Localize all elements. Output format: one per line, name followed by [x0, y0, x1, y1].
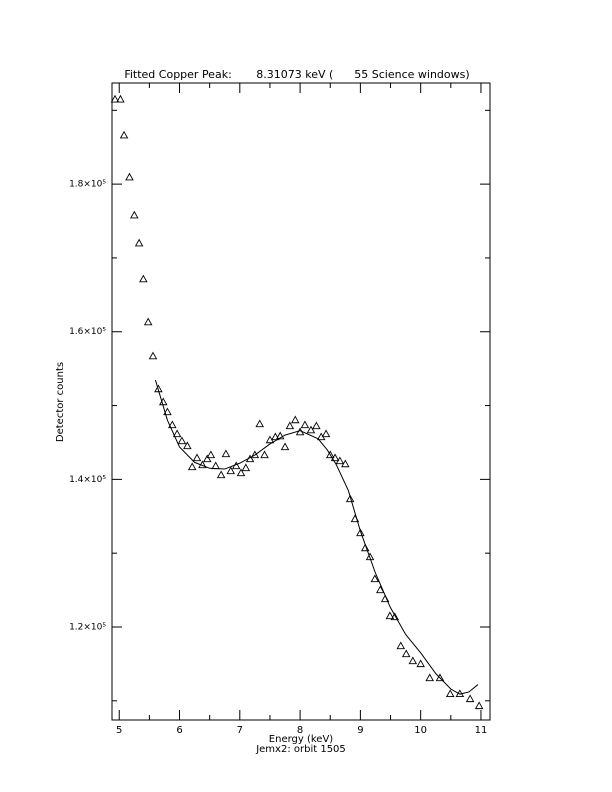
data-point	[312, 421, 321, 430]
chart-title: Fitted Copper Peak: 8.31073 keV ( 55 Sci…	[124, 68, 469, 81]
data-point	[177, 436, 187, 445]
data-point	[134, 238, 144, 247]
data-point	[125, 172, 134, 181]
data-point	[226, 466, 236, 475]
fit-curve	[154, 379, 479, 695]
data-point	[187, 462, 197, 471]
plot-frame	[111, 82, 491, 721]
data-point	[119, 130, 129, 139]
x-tick-label: 11	[475, 725, 488, 736]
data-point	[321, 429, 331, 438]
data-point	[291, 415, 300, 424]
x-tick-label: 7	[237, 725, 243, 736]
data-point	[370, 574, 380, 583]
data-point	[335, 456, 345, 465]
data-point	[300, 420, 310, 429]
data-point	[416, 659, 425, 668]
y-tick-label: 1.2×10⁵	[69, 622, 106, 632]
data-point	[401, 649, 411, 658]
data-point	[250, 450, 260, 459]
y-axis-label: Detector counts	[55, 362, 66, 442]
x-tick-label: 10	[414, 725, 427, 736]
data-point	[385, 611, 395, 620]
x-tick-label: 6	[176, 725, 182, 736]
x-tick-label: 8	[297, 725, 303, 736]
y-tick-label: 1.6×10⁵	[69, 327, 106, 337]
data-point	[236, 468, 246, 477]
data-point	[148, 351, 158, 360]
data-point	[206, 450, 216, 459]
y-tick-label: 1.8×10⁵	[69, 180, 106, 190]
data-point	[330, 453, 340, 462]
data-point	[221, 449, 231, 458]
data-point	[390, 612, 400, 621]
data-point	[192, 453, 202, 462]
data-point	[139, 274, 148, 283]
x-axis-label: Energy (keV)	[269, 734, 334, 745]
data-point	[241, 463, 251, 472]
x-tick-label: 9	[357, 725, 363, 736]
data-point	[285, 421, 295, 430]
data-point	[183, 441, 192, 450]
data-point	[376, 585, 385, 594]
data-point	[425, 673, 434, 682]
data-point	[172, 429, 182, 438]
data-point	[275, 431, 285, 440]
data-point	[202, 454, 212, 463]
data-point	[280, 442, 290, 451]
x-tick-label: 5	[116, 725, 122, 736]
data-point	[341, 459, 350, 468]
data-point	[474, 701, 484, 710]
data-point	[325, 450, 335, 459]
data-point	[255, 419, 264, 428]
data-point	[110, 94, 120, 103]
data-point	[163, 407, 172, 416]
subtitle: Jemx2: orbit 1505	[255, 744, 346, 755]
data-point	[365, 552, 375, 561]
data-point	[216, 470, 226, 479]
data-point	[306, 425, 316, 434]
data-point	[408, 656, 418, 665]
data-point	[260, 450, 269, 459]
data-point	[396, 641, 406, 650]
y-tick-label: 1.4×10⁵	[69, 475, 106, 485]
data-point	[271, 432, 280, 441]
data-point	[168, 420, 177, 429]
data-point	[116, 94, 125, 103]
data-point	[465, 694, 475, 703]
data-point	[435, 673, 445, 682]
data-point	[445, 689, 455, 698]
data-point	[360, 543, 370, 552]
data-point	[356, 528, 365, 537]
data-point	[130, 210, 139, 219]
data-point	[143, 317, 153, 326]
data-point	[345, 494, 355, 503]
